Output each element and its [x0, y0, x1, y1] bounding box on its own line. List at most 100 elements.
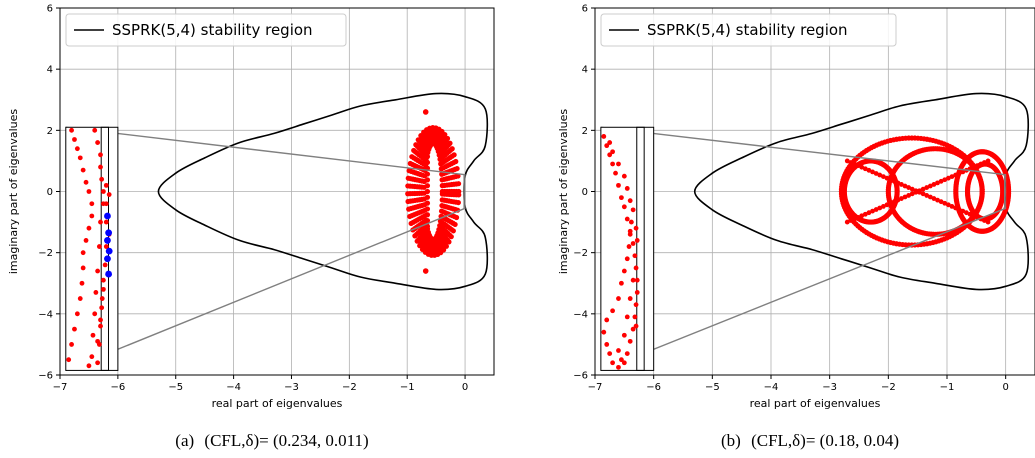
- eigenvalue-point: [424, 200, 431, 206]
- eigenvalue-point: [619, 195, 624, 201]
- eigenvalue-point: [899, 182, 904, 187]
- zoom-connector-line: [600, 207, 1006, 372]
- eigenvalue-point: [938, 199, 944, 205]
- eigenvalue-point: [103, 201, 109, 207]
- eigenvalue-point: [106, 192, 112, 197]
- eigenvalue-point: [982, 218, 987, 223]
- eigenvalue-point: [69, 127, 74, 133]
- eigenvalue-point: [953, 172, 958, 178]
- eigenvalue-point: [98, 323, 103, 329]
- eigenvalue-point: [411, 147, 417, 154]
- x-tick-label: −6: [646, 382, 661, 393]
- eigenvalue-point: [104, 255, 111, 263]
- eigenvalue-point: [86, 363, 92, 369]
- eigenvalue-point: [894, 190, 900, 196]
- legend-box: [600, 13, 897, 47]
- x-tick-label: 0: [1002, 382, 1008, 393]
- eigenvalue-point: [906, 193, 912, 198]
- eigenvalue-point: [101, 189, 106, 194]
- eigenvalue-point: [77, 296, 83, 301]
- eigenvalue-point: [406, 206, 412, 212]
- eigenvalue-point: [945, 202, 951, 208]
- y-tick-label: −2: [573, 248, 588, 259]
- eigenvalue-point: [98, 219, 103, 225]
- eigenvalue-point: [866, 167, 872, 173]
- y-tick-label: 4: [582, 65, 588, 76]
- eigenvalue-point: [424, 223, 431, 229]
- eigenvalue-point: [77, 155, 83, 161]
- x-tick-label: −5: [168, 382, 183, 393]
- eigenvalue-point: [103, 244, 109, 249]
- eigenvalue-point: [628, 219, 634, 225]
- eigenvalue-point: [960, 169, 966, 175]
- eigenvalue-point: [624, 256, 630, 262]
- eigenvalue-point: [982, 160, 987, 165]
- eigenvalue-point: [424, 148, 431, 154]
- eigenvalue-point: [607, 140, 613, 145]
- eigenvalue-point: [69, 342, 74, 347]
- eigenvalue-point: [924, 193, 930, 198]
- eigenvalue-point: [80, 167, 86, 173]
- eigenvalue-point: [105, 270, 113, 278]
- eigenvalue-point: [913, 189, 919, 195]
- x-tick-label: −3: [284, 382, 299, 393]
- eigenvalue-point: [621, 332, 627, 338]
- y-tick-label: −4: [38, 309, 53, 320]
- eigenvalue-point: [953, 205, 958, 211]
- eigenvalue-point: [895, 197, 901, 203]
- eigenvalue-point: [859, 213, 865, 219]
- eigenvalue-point: [1005, 190, 1012, 196]
- eigenvalue-point: [424, 206, 431, 212]
- eigenvalue-point: [405, 183, 411, 189]
- x-tick-label: −7: [53, 382, 68, 393]
- eigenvalue-point: [446, 239, 452, 245]
- eigenvalue-point: [621, 268, 627, 274]
- caption-values: (0.18, 0.04): [820, 431, 899, 450]
- eigenvalue-point: [604, 143, 610, 149]
- eigenvalue-point: [862, 211, 868, 217]
- eigenvalue-point: [86, 189, 92, 194]
- eigenvalue-point: [95, 140, 101, 145]
- eigenvalue-point: [406, 168, 412, 174]
- eigenvalue-point: [104, 237, 111, 244]
- eigenvalue-point: [422, 109, 429, 115]
- eigenvalue-point: [927, 183, 933, 189]
- eigenvalue-point: [902, 183, 908, 189]
- series-layer: [600, 92, 1030, 372]
- eigenvalue-point: [453, 214, 460, 221]
- eigenvalue-point: [899, 196, 904, 201]
- eigenvalue-point: [626, 244, 632, 249]
- eigenvalue-point: [880, 174, 886, 180]
- caption-params: (CFL,δ)=: [204, 431, 268, 450]
- eigenvalue-point: [891, 178, 897, 184]
- x-tick-label: −6: [110, 382, 125, 393]
- eigenvalue-point: [424, 159, 431, 166]
- eigenvalue-point: [448, 234, 454, 240]
- eigenvalue-point: [964, 210, 969, 216]
- eigenvalue-point: [95, 268, 101, 274]
- eigenvalue-point: [424, 217, 431, 224]
- eigenvalue-point: [859, 164, 865, 170]
- eigenvalue-point: [80, 250, 86, 256]
- eigenvalue-point: [621, 204, 627, 210]
- eigenvalue-point: [971, 213, 977, 219]
- eigenvalue-point: [407, 160, 413, 167]
- eigenvalue-point: [449, 146, 455, 152]
- eigenvalue-point: [888, 177, 893, 183]
- eigenvalue-point: [906, 185, 912, 190]
- eigenvalue-point: [938, 178, 944, 184]
- eigenvalue-point: [942, 177, 948, 183]
- y-tick-label: −4: [573, 309, 588, 320]
- caption-values: (0.234, 0.011): [273, 431, 369, 450]
- eigenvalue-point: [415, 137, 421, 143]
- eigenvalue-point: [450, 228, 456, 234]
- y-tick-label: 4: [47, 65, 53, 76]
- eigenvalue-point: [444, 135, 451, 142]
- eigenvalue-point: [86, 225, 92, 231]
- eigenvalue-point: [848, 160, 854, 165]
- y-tick-label: 2: [582, 126, 588, 137]
- eigenvalue-point: [633, 323, 639, 329]
- x-axis-label: real part of eigenvalues: [212, 397, 343, 410]
